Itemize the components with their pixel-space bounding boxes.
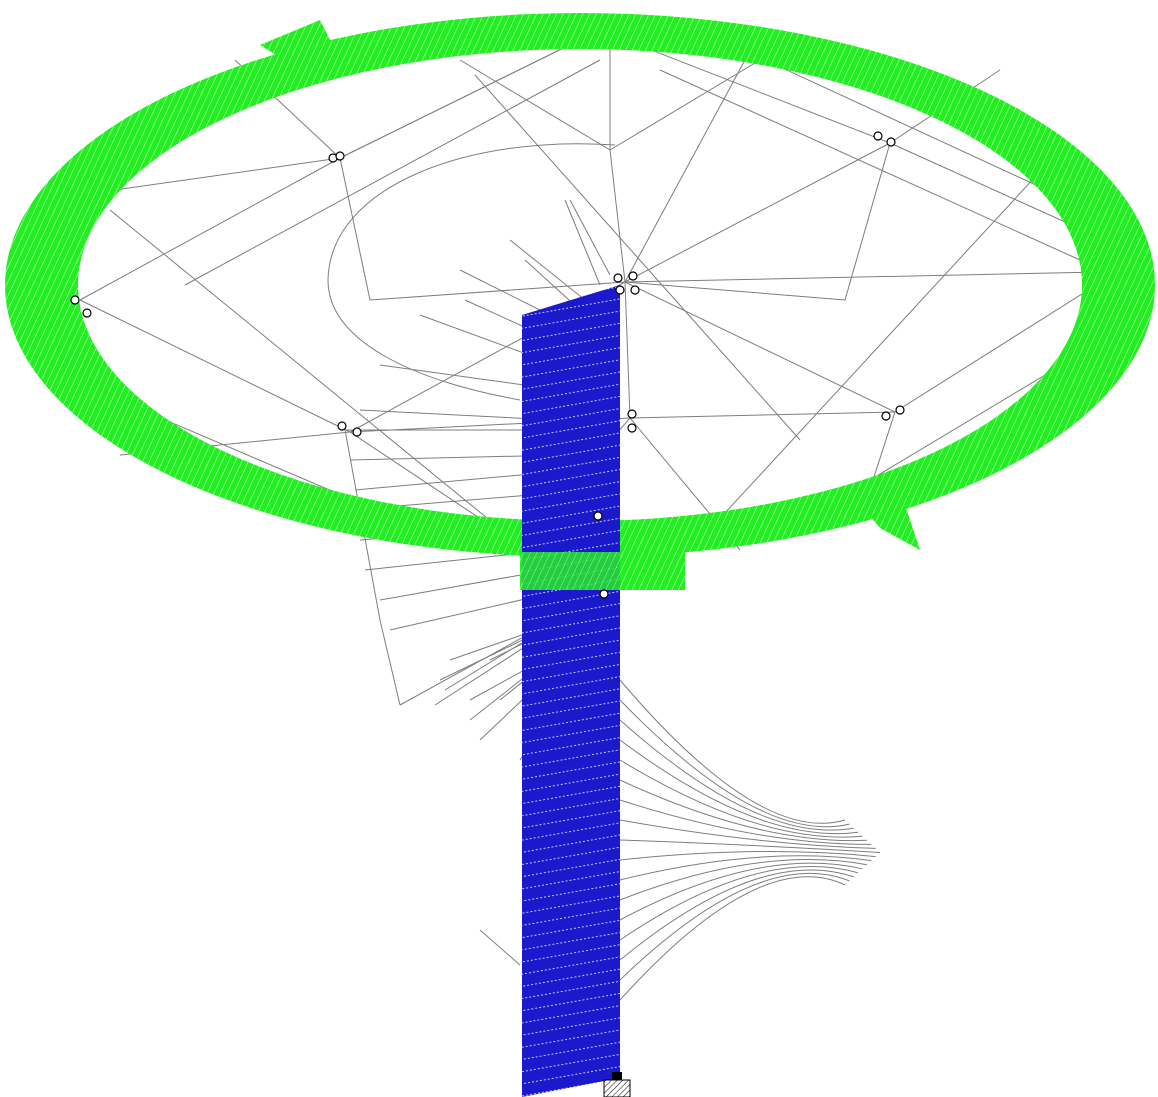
node-circle-icon: [70, 295, 80, 305]
fixed-support-icon: [603, 1072, 631, 1097]
mesh-cable: [609, 149, 626, 283]
lacing-cable: [619, 699, 850, 828]
mesh-cable: [844, 142, 891, 301]
mesh-cable: [184, 59, 601, 286]
mesh-cable: [339, 29, 601, 159]
node-circle-icon: [628, 271, 638, 281]
node-circle-icon: [335, 151, 345, 161]
lacing-cable: [619, 862, 863, 921]
lacing-cable: [619, 866, 859, 941]
node-circle-icon: [881, 411, 891, 421]
node-circle-icon: [615, 285, 625, 295]
node-circle-icon: [599, 589, 609, 599]
node-circle-icon: [82, 308, 92, 318]
fan-cable-upper: [569, 199, 611, 276]
lacing-cable: [619, 872, 850, 981]
lacing-cable: [619, 779, 867, 842]
node-markers: [70, 131, 905, 599]
inner-ring-cable: [327, 143, 616, 401]
mesh-cable: [699, 149, 1061, 541]
lacing-cable: [619, 819, 876, 849]
lacing-cable: [619, 851, 876, 861]
node-circle-icon: [593, 511, 603, 521]
central-mast: [522, 285, 625, 1097]
lacing-cable: [619, 739, 859, 835]
node-circle-icon: [627, 423, 637, 433]
mesh-cable: [114, 157, 341, 191]
outer-polyline: [379, 619, 401, 706]
lacing-cable: [619, 869, 854, 961]
short-cable: [479, 929, 521, 966]
lacing-cable: [619, 759, 863, 838]
lacing-cable: [619, 855, 872, 881]
ring-segment-right-bottom: [865, 505, 920, 550]
mesh-cable: [369, 281, 626, 301]
mesh-cable: [629, 411, 896, 419]
node-circle-icon: [630, 285, 640, 295]
mesh-cable: [79, 299, 351, 433]
node-circle-icon: [895, 405, 905, 415]
mast-ring-crossing: [522, 552, 625, 590]
mesh-cable: [459, 59, 611, 151]
support-cap: [612, 1072, 622, 1080]
mesh-cable: [79, 157, 341, 301]
mesh-cable: [624, 59, 746, 283]
mesh-cable: [659, 69, 1081, 261]
mesh-cable: [474, 74, 801, 441]
lacing-cable: [619, 876, 846, 1001]
mesh-cable: [109, 209, 521, 546]
mesh-cable: [609, 59, 761, 151]
node-circle-icon: [337, 421, 347, 431]
node-circle-icon: [627, 409, 637, 419]
ring-segment-top-mid: [345, 32, 405, 68]
lacing-cable: [619, 799, 872, 845]
mesh-cable: [339, 157, 371, 301]
lacing-cable: [619, 839, 881, 853]
lacing-cable: [619, 859, 867, 901]
mesh-cable: [624, 281, 631, 419]
lacing-cable: [619, 719, 854, 831]
mesh-cable: [624, 271, 1101, 283]
mesh-cable: [624, 142, 891, 283]
mesh-cable: [624, 281, 896, 413]
node-circle-icon: [613, 273, 623, 283]
fan-cable-upper: [564, 199, 601, 286]
central-mast-body: [522, 285, 620, 1097]
lacing-cable: [619, 679, 846, 824]
node-circle-icon: [886, 137, 896, 147]
node-circle-icon: [352, 427, 362, 437]
node-circle-icon: [873, 131, 883, 141]
support-base: [603, 1079, 631, 1097]
ring-segment-top-left: [260, 20, 350, 70]
fan-cable-upper: [509, 239, 586, 301]
